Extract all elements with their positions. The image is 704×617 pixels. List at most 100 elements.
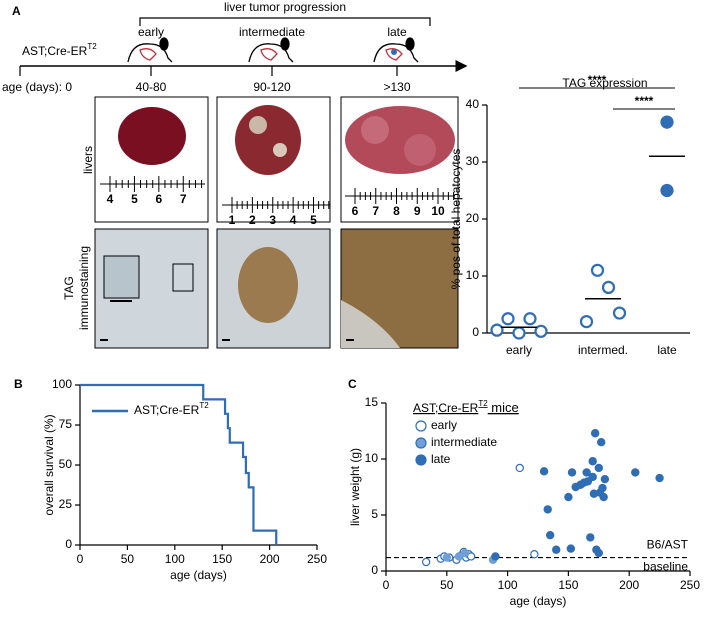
- liver-photos: [94, 96, 459, 223]
- x-tick-label: 200: [260, 552, 280, 566]
- legend-label-part: T2: [199, 401, 209, 410]
- x-tick-label: 0: [383, 578, 390, 592]
- mouse-icon: [373, 37, 419, 63]
- y-axis-label: liver weight (g): [348, 448, 362, 526]
- stage-label: early: [138, 25, 164, 39]
- data-point: [660, 183, 674, 198]
- x-tick-label: 250: [680, 578, 700, 592]
- y-tick-label: 10: [466, 268, 480, 282]
- x-tick-label: 200: [619, 578, 639, 592]
- x-tick-label: 100: [165, 552, 185, 566]
- ruler-label: 4: [107, 192, 114, 206]
- legend-marker: [415, 454, 427, 466]
- y-tick-label: 0: [472, 325, 479, 339]
- ruler-label: 7: [180, 192, 187, 206]
- ruler-label: 6: [352, 204, 359, 218]
- data-point: [421, 557, 431, 567]
- data-point: [523, 312, 537, 326]
- data-point: [631, 468, 640, 477]
- data-point: [598, 483, 607, 493]
- data-point: [590, 263, 605, 277]
- data-point: [582, 468, 591, 477]
- y-tick-label: 50: [59, 457, 73, 471]
- legend-title: AST;Cre-ERT2 mice: [413, 399, 519, 415]
- data-point: [601, 280, 616, 294]
- data-point: [655, 473, 664, 483]
- data-point: [460, 548, 470, 558]
- y-tick-label: 75: [59, 417, 73, 431]
- row-label: immunostaining: [77, 246, 91, 330]
- ruler-label: 2: [249, 213, 256, 227]
- legend-marker: [415, 420, 427, 432]
- x-tick-label: 100: [498, 578, 518, 592]
- data-point: [597, 438, 606, 447]
- data-point: [612, 306, 627, 320]
- y-tick-label: 100: [52, 377, 72, 391]
- ruler-label: 10: [431, 204, 445, 218]
- x-tick-label: intermed.: [578, 343, 628, 357]
- genotype-label: AST;Cre-ERT2: [22, 42, 97, 58]
- panel-label: A: [12, 4, 21, 18]
- panel-label: C: [348, 377, 357, 391]
- data-point: [590, 429, 600, 438]
- x-tick-label: 0: [77, 552, 84, 566]
- legend-label: AST;Cre-ERT2: [134, 401, 209, 417]
- y-tick-label: 5: [371, 507, 378, 521]
- ruler-label: 7: [372, 204, 379, 218]
- ruler-label: 5: [310, 213, 317, 227]
- y-tick-label: 40: [466, 97, 480, 111]
- data-point: [534, 324, 548, 338]
- y-tick-label: 0: [371, 563, 378, 577]
- y-tick-label: 10: [365, 451, 379, 465]
- baseline-label: B6/AST: [647, 538, 689, 552]
- x-tick-label: early: [506, 343, 532, 357]
- data-point: [600, 474, 610, 484]
- data-point: [515, 463, 524, 473]
- data-point: [586, 533, 595, 542]
- legend-label: intermediate: [431, 435, 497, 449]
- data-point: [564, 492, 573, 502]
- data-point: [491, 552, 500, 561]
- age-label: 90-120: [253, 80, 291, 94]
- survival-line: [80, 383, 278, 545]
- y-tick-label: 30: [466, 154, 480, 168]
- y-tick-label: 25: [59, 497, 73, 511]
- ruler-label: 9: [414, 204, 421, 218]
- data-point: [512, 326, 526, 340]
- data-point: [588, 457, 597, 466]
- timeline-title: liver tumor progression: [224, 0, 346, 14]
- legend-title-part: AST;Cre-ER: [413, 401, 479, 415]
- stage-label: intermediate: [239, 25, 305, 39]
- data-point: [552, 545, 561, 554]
- data-point: [599, 492, 608, 502]
- data-point: [539, 467, 549, 476]
- x-tick-label: 50: [440, 578, 454, 592]
- data-point: [545, 530, 555, 540]
- significance-label: ****: [588, 73, 607, 87]
- y-tick-label: 0: [65, 537, 72, 551]
- mouse-icon: [248, 37, 294, 63]
- panel-label: B: [14, 377, 23, 391]
- row-label: livers: [81, 146, 95, 174]
- x-tick-label: late: [657, 343, 677, 357]
- age-axis-label: age (days): 0: [2, 80, 72, 94]
- ruler-label: 5: [131, 192, 138, 206]
- x-axis-label: age (days): [170, 568, 227, 582]
- y-tick-label: 15: [365, 395, 379, 409]
- data-point: [594, 548, 604, 558]
- legend-marker: [415, 437, 427, 449]
- ruler-label: 3: [269, 213, 276, 227]
- age-label: 40-80: [136, 80, 167, 94]
- data-point: [543, 505, 552, 514]
- age-label: >130: [383, 80, 410, 94]
- bracket: [139, 17, 431, 26]
- ruler-label: 8: [393, 204, 400, 218]
- chart-title: TAG expression: [562, 76, 647, 90]
- ruler-label: 4: [290, 213, 297, 227]
- row-label: TAG: [62, 276, 76, 300]
- data-point: [566, 544, 576, 553]
- legend-label-part: AST;Cre-ER: [134, 403, 200, 417]
- ihc-photos: [94, 228, 459, 349]
- mouse-icon: [127, 37, 173, 63]
